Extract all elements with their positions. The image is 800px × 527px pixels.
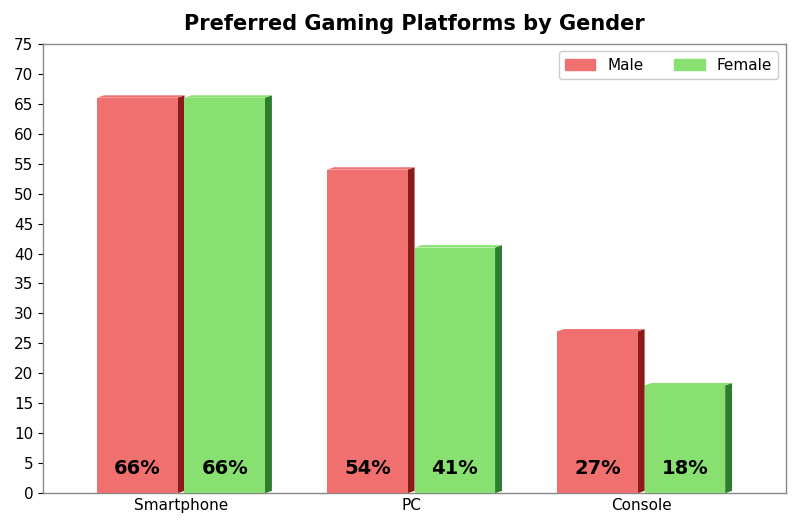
Bar: [185, 97, 265, 493]
Text: 54%: 54%: [344, 459, 390, 479]
Title: Preferred Gaming Platforms by Gender: Preferred Gaming Platforms by Gender: [184, 14, 645, 34]
Bar: [327, 170, 408, 493]
Polygon shape: [265, 95, 272, 493]
Text: 18%: 18%: [662, 459, 708, 479]
Polygon shape: [185, 95, 272, 97]
Text: 27%: 27%: [574, 459, 621, 479]
Bar: [557, 331, 638, 493]
Polygon shape: [178, 95, 185, 493]
Polygon shape: [414, 245, 502, 248]
Polygon shape: [408, 167, 414, 493]
Polygon shape: [645, 383, 732, 385]
Polygon shape: [327, 167, 414, 170]
Bar: [97, 97, 178, 493]
Polygon shape: [638, 329, 645, 493]
Polygon shape: [725, 383, 732, 493]
Polygon shape: [97, 95, 185, 97]
Polygon shape: [557, 329, 645, 331]
Text: 41%: 41%: [431, 459, 478, 479]
Legend: Male, Female: Male, Female: [558, 52, 778, 79]
Polygon shape: [495, 245, 502, 493]
Bar: [645, 385, 725, 493]
Text: 66%: 66%: [202, 459, 248, 479]
Text: 66%: 66%: [114, 459, 161, 479]
Bar: [414, 248, 495, 493]
